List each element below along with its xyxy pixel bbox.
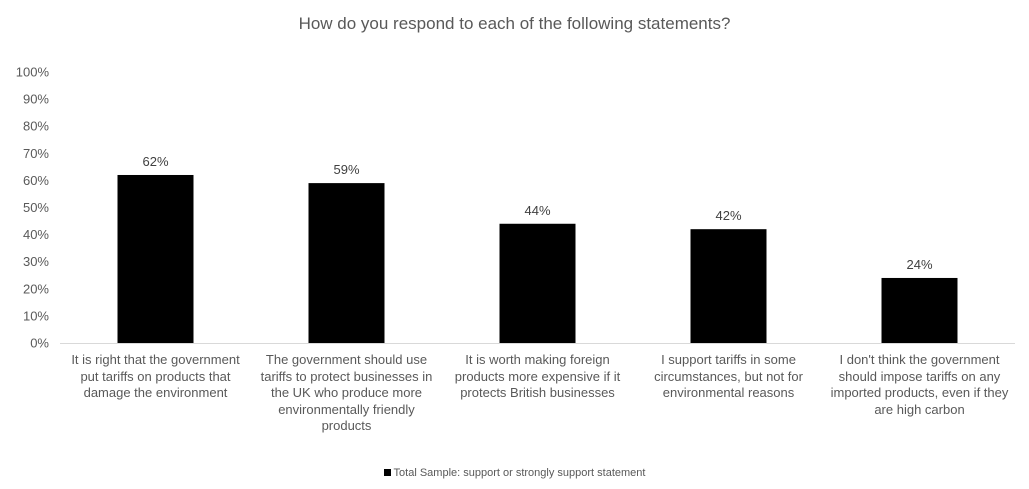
x-tick-label: The government should use tariffs to pro… bbox=[260, 352, 433, 433]
x-tick-label: I don't think the government should impo… bbox=[830, 352, 1009, 417]
x-tick-label: It is right that the government put tari… bbox=[71, 352, 240, 400]
y-tick-label: 40% bbox=[23, 227, 49, 242]
bar bbox=[499, 223, 576, 343]
chart-title: How do you respond to each of the follow… bbox=[298, 14, 731, 33]
data-label: 59% bbox=[333, 162, 359, 177]
x-tick-label: It is worth making foreign products more… bbox=[454, 352, 621, 400]
bar bbox=[117, 174, 194, 343]
y-tick-label: 60% bbox=[23, 173, 49, 188]
y-tick-label: 0% bbox=[30, 336, 49, 351]
data-label: 24% bbox=[906, 257, 932, 272]
legend-swatch bbox=[383, 469, 391, 476]
y-tick-label: 50% bbox=[23, 200, 49, 215]
y-tick-label: 30% bbox=[23, 254, 49, 269]
data-label: 42% bbox=[715, 208, 741, 223]
bar bbox=[690, 229, 767, 343]
y-tick-label: 100% bbox=[16, 65, 50, 80]
y-tick-label: 80% bbox=[23, 119, 49, 134]
y-tick-label: 90% bbox=[23, 92, 49, 107]
y-tick-label: 10% bbox=[23, 308, 49, 323]
x-tick-label: I support tariffs in some circumstances,… bbox=[654, 352, 803, 400]
data-label: 62% bbox=[142, 154, 168, 169]
y-tick-label: 70% bbox=[23, 146, 49, 161]
y-tick-label: 20% bbox=[23, 281, 49, 296]
legend: Total Sample: support or strongly suppor… bbox=[0, 467, 1029, 479]
bar bbox=[308, 183, 385, 343]
data-label: 44% bbox=[524, 203, 550, 218]
legend-label: Total Sample: support or strongly suppor… bbox=[393, 467, 646, 479]
bar bbox=[881, 277, 958, 343]
